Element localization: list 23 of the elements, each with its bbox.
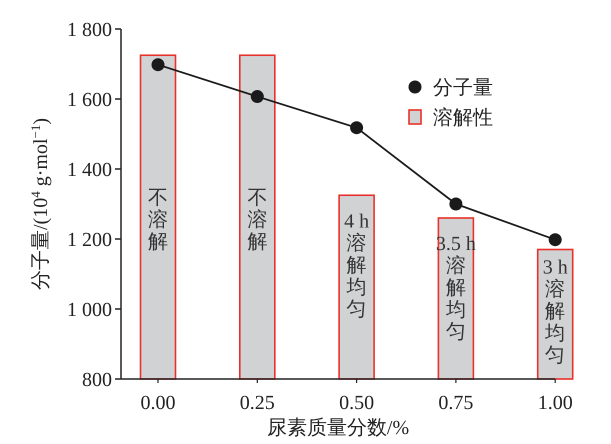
x-axis-title: 尿素质量分数/% bbox=[266, 417, 410, 439]
y-tick-label: 1 200 bbox=[67, 229, 112, 251]
point bbox=[548, 233, 562, 246]
y-tick-label: 1 000 bbox=[67, 299, 112, 321]
x-tick-label: 0.25 bbox=[240, 392, 275, 414]
point bbox=[152, 58, 164, 72]
y-tick-label: 800 bbox=[82, 369, 112, 391]
point bbox=[449, 198, 462, 210]
point bbox=[250, 90, 264, 104]
point bbox=[350, 121, 364, 134]
annotation: 3 h溶解均匀 bbox=[542, 256, 568, 366]
annotation: 不溶解 bbox=[148, 187, 168, 253]
x-tick-label: 1.00 bbox=[538, 392, 573, 414]
annotation: 不溶解 bbox=[247, 187, 268, 253]
legend-label: 分子量 bbox=[433, 77, 493, 99]
y-tick-label: 1 800 bbox=[67, 19, 112, 41]
x-tick-label: 0.50 bbox=[339, 392, 374, 414]
x-tick-label: 0.75 bbox=[438, 392, 474, 414]
legend-label: 溶解性 bbox=[433, 107, 493, 129]
y-tick-label: 1 600 bbox=[67, 89, 112, 111]
y-tick-label: 1 400 bbox=[67, 159, 112, 181]
annotation: 4 h溶解均匀 bbox=[344, 210, 370, 320]
x-tick-label: 0.00 bbox=[140, 392, 176, 414]
